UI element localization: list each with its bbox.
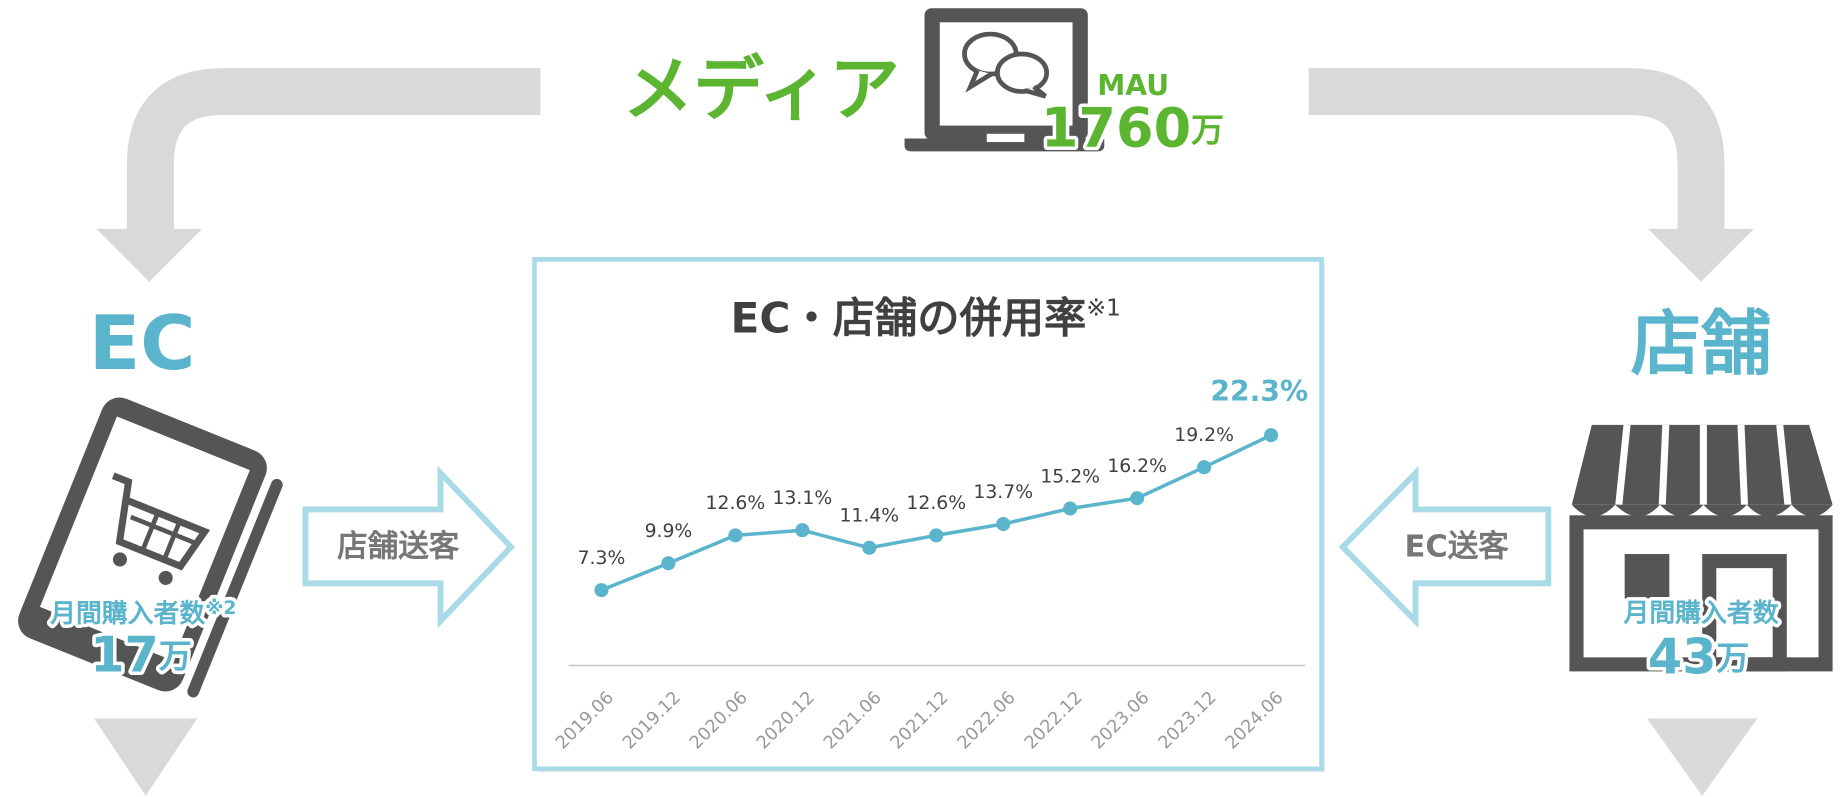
value-label: 9.9%: [645, 521, 693, 542]
point: [1063, 501, 1078, 516]
arrow-head: [93, 718, 198, 796]
value-label: 11.4%: [839, 506, 899, 527]
flow-arrow: [1338, 465, 1552, 629]
store-icon: [1569, 424, 1833, 672]
value-label: 16.2%: [1107, 456, 1167, 477]
store-metric: 月間購入者数: [1623, 598, 1779, 628]
arrow-head: [96, 228, 203, 282]
flow-label: 店舗送客: [337, 529, 460, 565]
arrow-head: [1646, 718, 1758, 796]
point: [996, 516, 1011, 532]
flow-arrow: [1308, 68, 1725, 231]
unit: 万: [1717, 638, 1750, 677]
value-label: 13.7%: [973, 482, 1033, 503]
media-value: 1760万: [1041, 96, 1224, 159]
note: ※2: [205, 598, 236, 619]
value-label: 7.3%: [578, 548, 626, 569]
ec-value: 17万: [90, 625, 192, 683]
value-label: 15.2%: [1040, 466, 1100, 487]
ec-metric: 月間購入者数※2: [49, 598, 236, 629]
point: [1264, 428, 1279, 443]
arrow-head: [1648, 228, 1754, 282]
value: 1760: [1041, 96, 1191, 159]
point: [1197, 460, 1212, 475]
value-label: 12.6%: [906, 493, 966, 514]
value-label: 13.1%: [773, 488, 833, 509]
media-label: メディア: [623, 48, 900, 130]
point: [728, 528, 743, 543]
metric: 月間購入者数: [49, 598, 205, 628]
point: [594, 583, 609, 598]
chart-frame: [532, 257, 1324, 772]
point: [862, 540, 877, 555]
flow-label: EC送客: [1405, 529, 1510, 565]
unit: 万: [159, 636, 192, 675]
point: [1130, 491, 1145, 506]
value-label: 12.6%: [706, 493, 766, 514]
laptop-icon: [904, 8, 1105, 152]
value: 43: [1648, 627, 1717, 685]
value: 17: [90, 625, 159, 683]
title: EC・店舗の併用率: [730, 293, 1086, 342]
ec-label: EC: [89, 299, 196, 387]
value-label: 22.3%: [1210, 375, 1308, 408]
phone-icon: [18, 397, 283, 698]
unit: 万: [1191, 110, 1224, 149]
point: [795, 523, 810, 538]
flow-arrow: [302, 465, 516, 629]
flow-arrow: [126, 68, 541, 231]
store-value: 43万: [1648, 627, 1750, 685]
point: [661, 556, 676, 571]
store-label: 店舗: [1631, 303, 1772, 385]
title-note: ※1: [1086, 293, 1121, 321]
point: [929, 528, 944, 543]
value-label: 19.2%: [1174, 425, 1234, 446]
media-metric: MAU: [1097, 69, 1169, 102]
chart-title: EC・店舗の併用率※1: [730, 293, 1121, 342]
